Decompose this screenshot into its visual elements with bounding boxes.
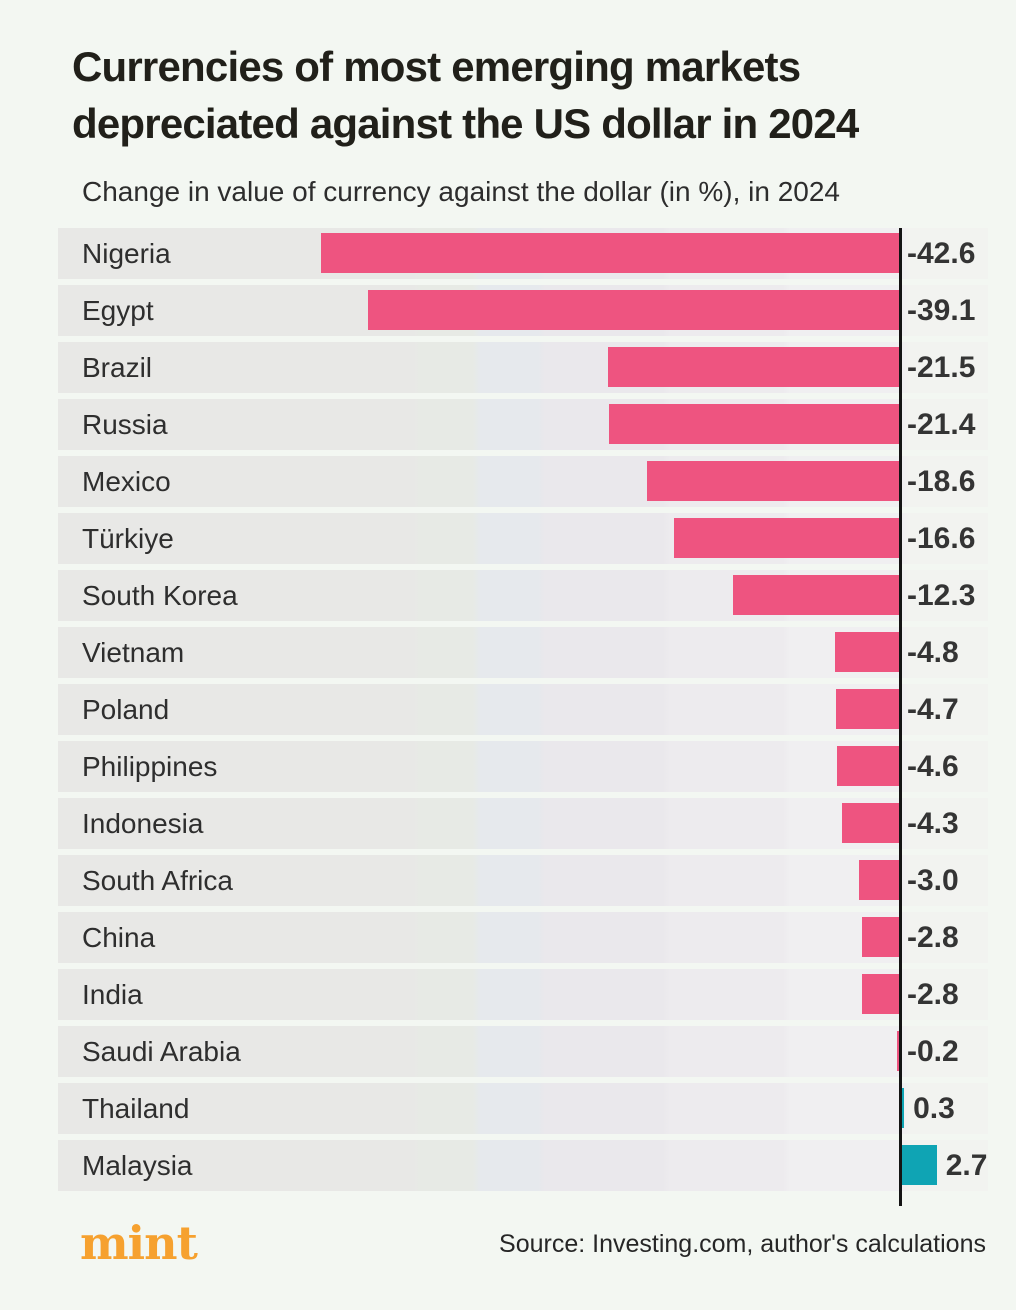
value-label: 0.3: [913, 1092, 955, 1125]
country-label: Philippines: [82, 751, 218, 782]
country-label: Thailand: [82, 1093, 190, 1124]
negative-bar: [608, 404, 900, 444]
value-label: -18.6: [907, 465, 976, 498]
negative-bar: [607, 347, 900, 387]
negative-bar: [732, 575, 900, 615]
value-label: -2.8: [907, 921, 959, 954]
chart-row: Brazil -21.5: [58, 342, 988, 393]
mint-logo: mint: [80, 1216, 198, 1270]
negative-bar: [861, 917, 900, 957]
value-label: -4.7: [907, 693, 959, 726]
chart-row: Vietnam -4.8: [58, 627, 988, 678]
country-label: Poland: [82, 694, 170, 725]
negative-bar: [861, 974, 900, 1014]
chart-row: Malaysia 2.7: [58, 1140, 988, 1191]
country-label: South Africa: [82, 865, 233, 896]
chart-row: Nigeria -42.6: [58, 228, 988, 279]
page-title: Currencies of most emerging markets depr…: [72, 38, 992, 152]
country-label: Egypt: [82, 295, 154, 326]
chart-row: China -2.8: [58, 912, 988, 963]
value-label: -4.3: [907, 807, 959, 840]
chart-rows: Nigeria -42.6 Egypt -39.1 Brazil -21.5 Russia -…: [58, 228, 988, 1191]
value-label: -21.5: [907, 351, 976, 384]
country-label: Nigeria: [82, 238, 171, 269]
country-label: Saudi Arabia: [82, 1036, 241, 1067]
negative-bar: [859, 860, 900, 900]
source-text: Source: Investing.com, author's calculat…: [499, 1230, 986, 1258]
zero-axis-line: [899, 228, 902, 1206]
value-label: -4.6: [907, 750, 959, 783]
chart-row: Indonesia -4.3: [58, 798, 988, 849]
positive-bar: [900, 1145, 937, 1185]
chart-row: South Korea -12.3: [58, 570, 988, 621]
country-label: Indonesia: [82, 808, 204, 839]
chart-row: Mexico -18.6: [58, 456, 988, 507]
country-label: Brazil: [82, 352, 153, 383]
country-label: China: [82, 922, 156, 953]
value-label: -21.4: [907, 408, 976, 441]
chart-row: Saudi Arabia -0.2: [58, 1026, 988, 1077]
chart-subtitle: Change in value of currency against the …: [82, 176, 840, 207]
chart-row: Egypt -39.1: [58, 285, 988, 336]
value-label: 2.7: [945, 1149, 988, 1182]
chart-row: India -2.8: [58, 969, 988, 1020]
positive-bar: [900, 1088, 905, 1128]
country-label: Mexico: [82, 466, 171, 497]
negative-bar: [674, 518, 900, 558]
value-label: -12.3: [907, 579, 976, 612]
negative-bar: [841, 803, 900, 843]
negative-bar: [320, 233, 900, 273]
negative-bar: [897, 1031, 900, 1071]
chart-row: Thailand 0.3: [58, 1083, 988, 1134]
chart-row: Russia -21.4: [58, 399, 988, 450]
value-label: -4.8: [907, 636, 959, 669]
chart-row: Türkiye -16.6: [58, 513, 988, 564]
chart-row: Poland -4.7: [58, 684, 988, 735]
value-label: -42.6: [907, 237, 976, 270]
title-line-1: Currencies of most emerging markets: [72, 43, 801, 90]
chart-row: Philippines -4.6: [58, 741, 988, 792]
negative-bar: [836, 689, 900, 729]
negative-bar: [837, 746, 900, 786]
country-label: South Korea: [82, 580, 238, 611]
title-line-2: depreciated against the US dollar in 202…: [72, 100, 859, 147]
country-label: Russia: [82, 409, 168, 440]
negative-bar: [368, 290, 900, 330]
bar-chart: Nigeria -42.6 Egypt -39.1 Brazil -21.5 Russia -…: [58, 228, 988, 1208]
value-label: -2.8: [907, 978, 959, 1011]
negative-bar: [647, 461, 900, 501]
value-label: -16.6: [907, 522, 976, 555]
negative-bar: [834, 632, 900, 672]
value-label: -39.1: [907, 294, 976, 327]
value-label: -3.0: [907, 864, 959, 897]
country-label: Malaysia: [82, 1150, 193, 1181]
country-label: Türkiye: [82, 523, 174, 554]
value-label: -0.2: [907, 1035, 959, 1068]
country-label: India: [82, 979, 143, 1010]
chart-row: South Africa -3.0: [58, 855, 988, 906]
country-label: Vietnam: [82, 637, 185, 668]
